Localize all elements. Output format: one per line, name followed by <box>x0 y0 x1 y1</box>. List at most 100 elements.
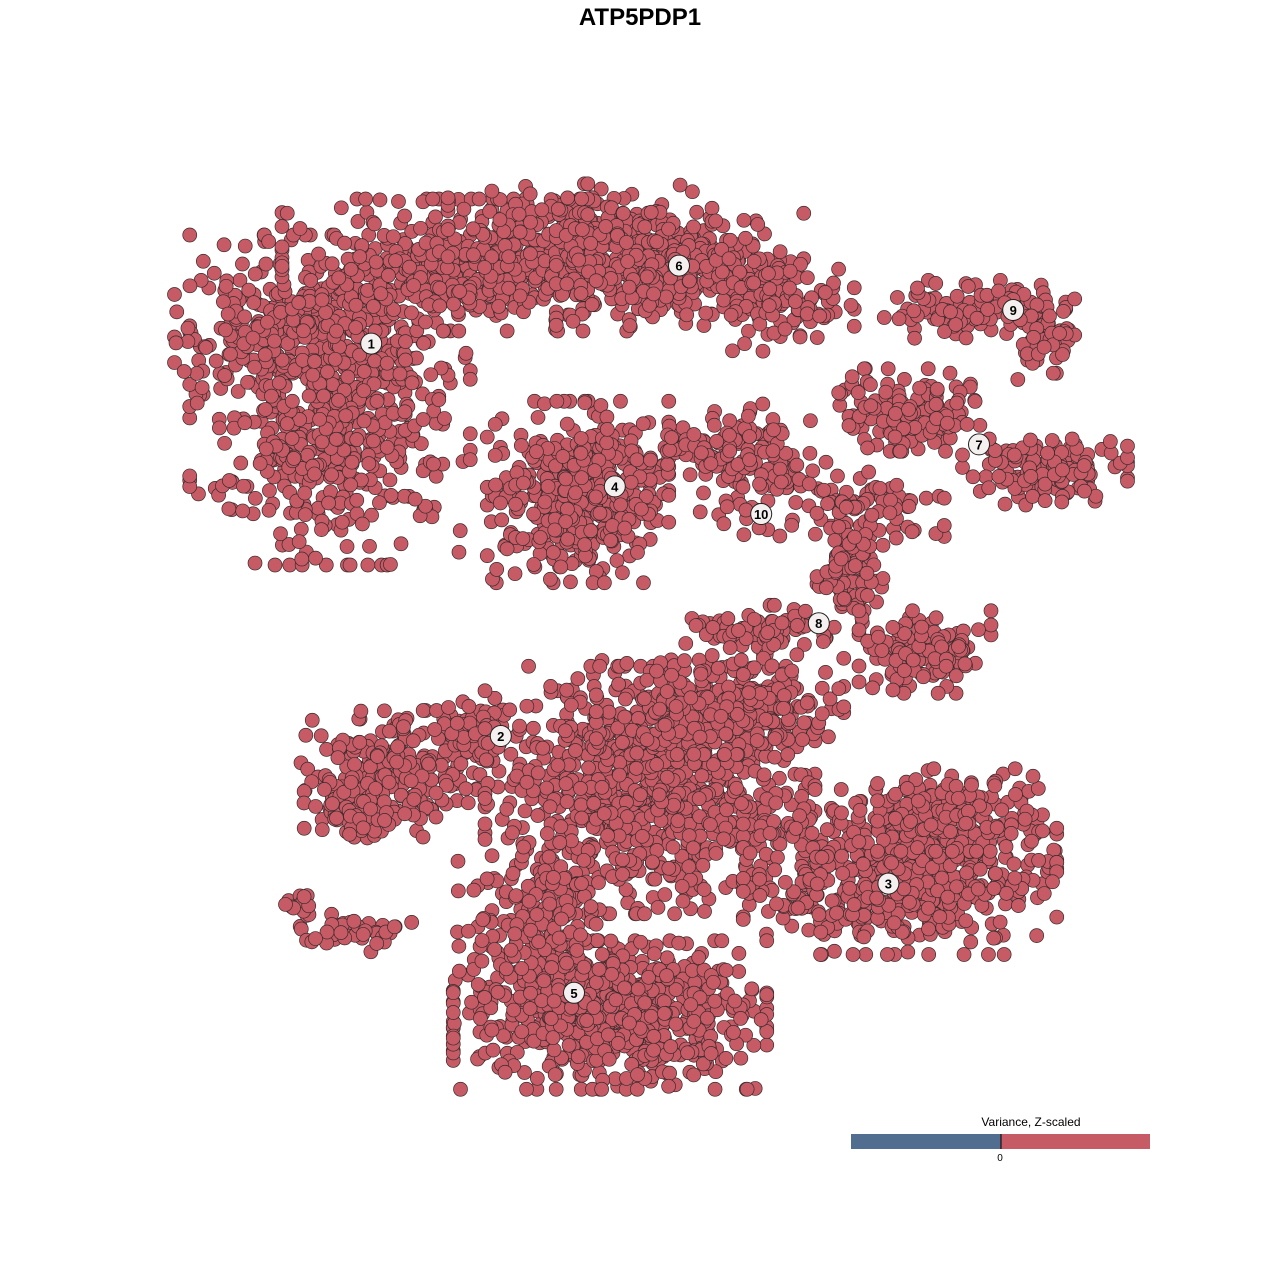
point <box>206 265 222 281</box>
point <box>236 478 251 494</box>
point <box>887 429 903 445</box>
point <box>451 323 467 339</box>
point <box>343 477 358 493</box>
point <box>635 828 650 844</box>
point <box>831 519 847 535</box>
point <box>694 445 709 461</box>
point <box>722 443 738 459</box>
point <box>697 904 712 919</box>
point <box>471 191 487 207</box>
point <box>381 268 396 283</box>
point <box>818 454 834 470</box>
point <box>586 795 602 811</box>
point <box>594 779 610 795</box>
point <box>212 420 227 436</box>
point <box>363 801 378 817</box>
point <box>1023 469 1039 484</box>
point <box>385 229 401 245</box>
point <box>568 743 583 758</box>
point <box>517 803 533 819</box>
point <box>465 221 481 237</box>
point <box>674 879 690 894</box>
point <box>643 452 658 468</box>
point <box>416 335 432 351</box>
point <box>543 571 558 587</box>
point <box>619 235 634 250</box>
point <box>752 476 767 492</box>
point <box>1120 473 1135 489</box>
point <box>461 699 477 714</box>
point <box>599 409 615 425</box>
point <box>803 413 818 429</box>
point <box>734 796 749 811</box>
point <box>553 559 569 575</box>
point <box>355 820 371 836</box>
point <box>295 323 311 339</box>
point <box>652 701 668 717</box>
point <box>615 565 630 581</box>
point <box>696 882 712 897</box>
point <box>605 518 620 533</box>
point <box>540 479 556 494</box>
point <box>1007 447 1022 463</box>
point <box>928 610 944 626</box>
point <box>776 688 792 703</box>
point <box>836 591 852 607</box>
point <box>539 826 555 841</box>
point <box>719 499 735 515</box>
point <box>742 452 757 468</box>
point <box>292 221 308 236</box>
point <box>587 463 602 478</box>
point <box>307 354 322 369</box>
point <box>967 394 983 409</box>
point <box>830 468 845 484</box>
point <box>808 526 823 542</box>
point <box>717 747 732 762</box>
point <box>659 769 675 785</box>
point <box>617 520 633 536</box>
point <box>261 234 277 249</box>
point <box>1045 365 1061 381</box>
point <box>198 340 214 355</box>
point <box>1076 458 1092 473</box>
point <box>901 402 916 417</box>
point <box>267 557 283 573</box>
point <box>598 219 614 234</box>
point <box>930 685 946 701</box>
point <box>317 782 332 797</box>
point <box>767 749 783 765</box>
point <box>802 445 818 461</box>
point <box>1010 372 1026 387</box>
point <box>247 359 262 375</box>
point <box>194 380 210 395</box>
point <box>741 408 756 424</box>
point <box>563 697 579 713</box>
point <box>559 682 575 698</box>
point <box>613 393 628 409</box>
point <box>827 533 843 548</box>
point <box>526 720 541 736</box>
point <box>584 297 600 312</box>
point <box>789 618 805 633</box>
point <box>576 852 592 868</box>
point <box>723 307 739 323</box>
point <box>314 292 330 308</box>
point <box>814 706 830 722</box>
point <box>692 504 708 520</box>
point <box>729 780 744 796</box>
point <box>559 416 575 432</box>
point <box>570 671 586 686</box>
point <box>373 286 389 302</box>
point <box>981 480 997 496</box>
point <box>818 664 833 680</box>
point <box>799 306 815 322</box>
point <box>665 839 681 855</box>
point <box>390 739 405 755</box>
point <box>872 480 888 496</box>
point <box>404 375 420 391</box>
point <box>951 639 966 654</box>
point <box>493 495 508 511</box>
point <box>440 190 456 206</box>
point <box>348 297 364 313</box>
point <box>756 767 772 783</box>
